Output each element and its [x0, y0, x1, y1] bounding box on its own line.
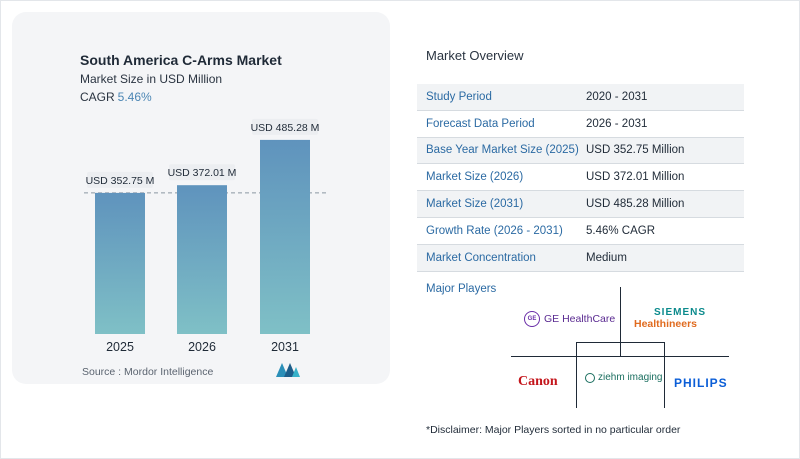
major-players-title: Major Players — [426, 283, 497, 295]
svg-text:USD 372.01 M: USD 372.01 M — [168, 167, 237, 179]
grid-divider — [620, 287, 621, 357]
bar-2026 — [177, 185, 227, 334]
ziehm-imaging-logo: ziehm imaging — [585, 372, 662, 383]
grid-divider — [511, 356, 729, 357]
value-label: USD 372.01 M — [168, 164, 237, 181]
row-label: Study Period — [426, 90, 492, 103]
bar-chart: USD 352.75 M 2025 USD 372.01 M 2026 USD 485.… — [84, 118, 328, 354]
category-label: 2031 — [271, 340, 299, 354]
overview-row: Forecast Data Period 2026 - 2031 — [417, 111, 744, 138]
row-label: Market Size (2026) — [426, 171, 524, 184]
philips-text: PHILIPS — [674, 376, 728, 390]
overview-row: Market Size (2031) USD 485.28 Million — [417, 191, 744, 218]
overview-row: Market Concentration Medium — [417, 244, 744, 272]
row-value: 2020 - 2031 — [586, 90, 648, 103]
siemens-text: SIEMENS — [654, 307, 707, 318]
canon-logo: Canon — [518, 374, 558, 390]
cagr-value: 5.46% — [117, 90, 152, 104]
ziehm-text: ziehm imaging — [598, 372, 663, 383]
healthineers-text: Healthineers — [634, 318, 698, 330]
philips-logo: PHILIPS — [674, 376, 728, 390]
overview-row: Base Year Market Size (2025) USD 352.75 M… — [417, 137, 744, 165]
row-label: Market Size (2031) — [426, 198, 524, 211]
row-value: USD 352.75 Million — [586, 144, 685, 157]
mordor-intelligence-logo-icon — [276, 363, 300, 377]
ge-mark-icon: GE — [524, 311, 540, 327]
overview-row: Growth Rate (2026 - 2031) 5.46% CAGR — [417, 218, 744, 245]
cagr-label: CAGR — [80, 90, 115, 104]
row-label: Growth Rate (2026 - 2031) — [426, 224, 563, 237]
category-label: 2026 — [188, 340, 216, 354]
grid-divider — [664, 342, 665, 408]
chart-subtitle: Market Size in USD Million — [80, 72, 223, 86]
row-value: 5.46% CAGR — [586, 224, 656, 237]
row-value: USD 485.28 Million — [586, 198, 685, 211]
overview-row: Study Period 2020 - 2031 — [417, 84, 744, 111]
grid-divider — [576, 342, 665, 343]
row-value: 2026 - 2031 — [586, 117, 648, 130]
value-label: USD 485.28 M — [251, 118, 320, 135]
row-value: Medium — [586, 251, 627, 264]
canon-text: Canon — [518, 374, 558, 389]
svg-text:USD 485.28 M: USD 485.28 M — [251, 122, 320, 134]
ge-healthcare-logo: GE GE HealthCare — [524, 311, 615, 327]
bar-2031 — [260, 139, 310, 334]
row-label: Forecast Data Period — [426, 117, 535, 130]
bar-2025 — [95, 192, 145, 334]
ge-healthcare-text: GE HealthCare — [544, 313, 616, 325]
source-note: Source : Mordor Intelligence — [82, 366, 214, 378]
row-label: Market Concentration — [426, 251, 536, 264]
value-label: USD 352.75 M — [86, 171, 155, 188]
overview-row: Market Size (2026) USD 372.01 Million — [417, 164, 744, 192]
overview-title: Market Overview — [426, 48, 524, 63]
ziehm-mark-icon — [585, 372, 595, 383]
cagr-line: CAGR 5.46% — [80, 90, 152, 104]
row-value: USD 372.01 Million — [586, 171, 685, 184]
siemens-healthineers-logo: SIEMENS Healthineers — [634, 307, 706, 330]
row-label: Base Year Market Size (2025) — [426, 144, 579, 157]
svg-text:USD 352.75 M: USD 352.75 M — [86, 175, 155, 187]
disclaimer: *Disclaimer: Major Players sorted in no … — [426, 424, 681, 436]
category-label: 2025 — [106, 340, 134, 354]
grid-divider — [576, 342, 577, 408]
chart-title: South America C-Arms Market — [80, 52, 282, 68]
overview-table: Study Period 2020 - 2031 Forecast Data Pe… — [417, 84, 744, 272]
